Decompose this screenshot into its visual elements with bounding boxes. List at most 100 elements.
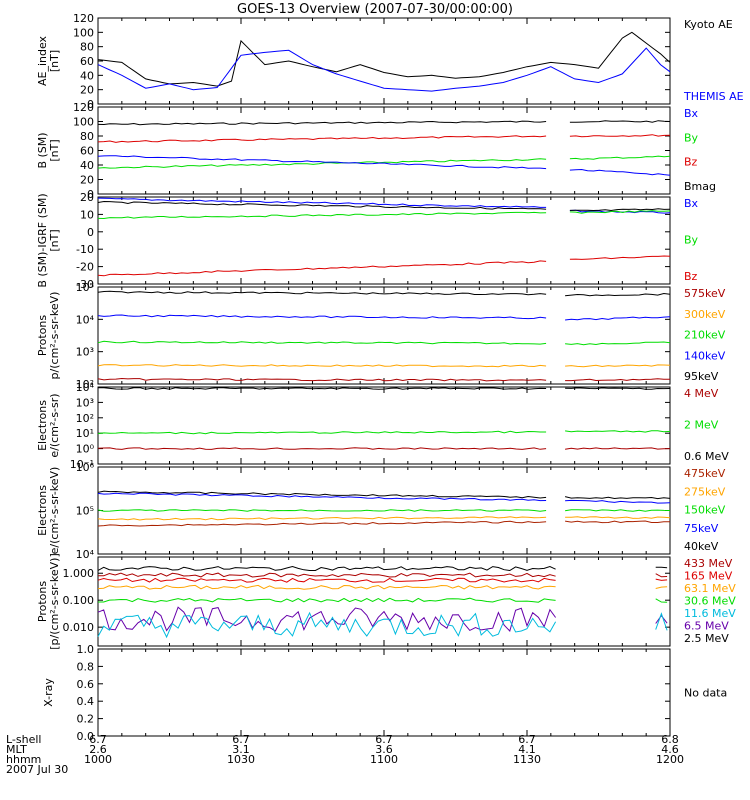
series-line-orange xyxy=(655,586,668,589)
series-line-darkred xyxy=(97,447,547,450)
legend-entry: Bz xyxy=(684,156,698,169)
ytick-label: 20 xyxy=(80,174,94,187)
y-axis-label: Protonsp/(cm²-s-sr-keV) xyxy=(36,292,61,380)
ytick-label: 20 xyxy=(80,191,94,204)
footer-row-label: L-shell xyxy=(6,733,42,746)
panel-4: 10² 10³ 10⁴ 10⁵ Protonsp/(cm²-s-sr-keV) 575ke… xyxy=(36,281,726,391)
ytick-label: 60 xyxy=(80,145,94,158)
legend-entry: Bx xyxy=(684,197,699,210)
ytick-label: 100 xyxy=(73,26,94,39)
series-line-red xyxy=(97,577,556,583)
series-line-orange xyxy=(97,584,556,590)
series-line-brown xyxy=(565,520,670,524)
series-line-black xyxy=(98,387,547,390)
legend-entry: 433 MeV xyxy=(684,557,733,570)
legend-entry: 575keV xyxy=(684,287,726,300)
series-line-bz xyxy=(569,255,671,260)
series-line-green xyxy=(655,598,668,603)
footer-lshell: 6.7 xyxy=(232,733,250,746)
footer-row-label: hhmm xyxy=(6,753,41,766)
series-line-green xyxy=(97,430,547,435)
ytick-label: 0.6 xyxy=(77,678,95,691)
legend-entry: 4 MeV xyxy=(684,387,719,400)
y-axis-label: Electronse/(cm²-s-sr) xyxy=(36,393,61,457)
ytick-label: 1.0 xyxy=(77,643,95,656)
series-line-bz xyxy=(97,260,547,277)
ytick-label: 0 xyxy=(87,188,94,201)
ytick-label: 60 xyxy=(80,55,94,68)
y-axis-label: B (SM)[nT] xyxy=(36,132,61,168)
series-line-orange xyxy=(97,516,547,521)
footer-hhmm: 1200 xyxy=(656,753,684,766)
ytick-label: -20 xyxy=(76,261,94,274)
series-line-red xyxy=(655,578,668,581)
series-line-themis-ae xyxy=(97,47,671,92)
ytick-label: 10⁻¹ xyxy=(70,458,94,471)
ytick-label: 0.100 xyxy=(63,594,95,607)
ytick-label: 10² xyxy=(76,412,94,425)
legend-entry: 40keV xyxy=(684,540,719,553)
legend-entry: 95keV xyxy=(684,370,719,383)
series-line-black xyxy=(97,490,547,499)
footer-hhmm: 1100 xyxy=(370,753,398,766)
footer-lshell: 6.7 xyxy=(89,733,107,746)
series-line-blue xyxy=(97,492,547,502)
ytick-label: 80 xyxy=(80,130,94,143)
panel-7: 0.010 0.100 1.000Protons[p/(cm²-s-sr-keV)]… xyxy=(36,553,736,650)
legend-entry: 75keV xyxy=(684,522,719,535)
series-line-kyoto-ae xyxy=(97,31,671,87)
series-line-orange xyxy=(565,364,671,368)
panel-frame xyxy=(97,386,671,465)
series-line-bz xyxy=(569,134,671,138)
legend-entry: 165 MeV xyxy=(684,570,733,583)
legend-entry: Bx xyxy=(684,107,699,120)
y-axis-label: B (SM)-IGRF (SM)[nT] xyxy=(36,193,61,287)
footer-mlt: 2.6 xyxy=(89,743,107,756)
ytick-label: 10⁶ xyxy=(76,461,95,474)
legend-entry: 2 MeV xyxy=(684,419,719,432)
panel-frame xyxy=(97,286,671,385)
panel-5: 10⁻¹ 10⁰ 10¹ 10² 10³ 10⁴ Electronse/(cm²-s-sr)… xyxy=(36,381,729,471)
legend-entry: 2.5 MeV xyxy=(684,632,729,645)
ytick-label: 1.000 xyxy=(63,567,95,580)
ytick-label: 10³ xyxy=(76,396,94,409)
series-line-bmag xyxy=(569,120,671,123)
ytick-label: 10³ xyxy=(76,346,94,359)
series-line-blue xyxy=(97,314,547,320)
footer-hhmm: 1000 xyxy=(84,753,112,766)
footer-hhmm: 1130 xyxy=(513,753,541,766)
footer-mlt: 4.6 xyxy=(661,743,679,756)
ytick-label: 10⁴ xyxy=(76,381,95,394)
ytick-label: 10 xyxy=(80,208,94,221)
series-line-by xyxy=(569,155,671,160)
legend-entry: 300keV xyxy=(684,308,726,321)
ytick-label: 0.010 xyxy=(63,621,95,634)
y-axis-label: Electronse/(cm²-s-sr-keV) xyxy=(36,467,61,555)
footer-hhmm: 1030 xyxy=(227,753,255,766)
ytick-label: 10⁰ xyxy=(76,443,95,456)
legend-entry: 210keV xyxy=(684,329,726,342)
panel-6: 10⁴ 10⁵ 10⁶ Electronse/(cm²-s-sr-keV) 475keV… xyxy=(36,461,726,561)
panel-8: 0.0 0.2 0.4 0.6 0.8 1.0 X-ray No data xyxy=(42,643,727,743)
ytick-label: 10⁴ xyxy=(76,548,95,561)
ytick-label: -30 xyxy=(76,278,94,291)
y-axis-label: X-ray xyxy=(42,678,55,707)
series-line-bmag xyxy=(97,120,547,126)
series-line-purple xyxy=(655,614,668,624)
ytick-label: 20 xyxy=(80,84,94,97)
ytick-label: 120 xyxy=(73,101,94,114)
legend-entry: By xyxy=(684,131,699,144)
series-line-darkred xyxy=(655,573,668,578)
ytick-label: 0 xyxy=(87,98,94,111)
panel-frame xyxy=(97,17,671,105)
legend-entry: 140keV xyxy=(684,349,726,362)
series-line-cyan xyxy=(655,612,668,631)
series-line-green xyxy=(98,597,556,603)
ytick-label: 0.8 xyxy=(77,660,95,673)
series-line-brown xyxy=(97,520,547,527)
y-axis-label: Protons[p/(cm²-s-sr-keV)] xyxy=(36,553,61,650)
panel-frame xyxy=(97,648,671,737)
series-line-black xyxy=(565,292,671,297)
